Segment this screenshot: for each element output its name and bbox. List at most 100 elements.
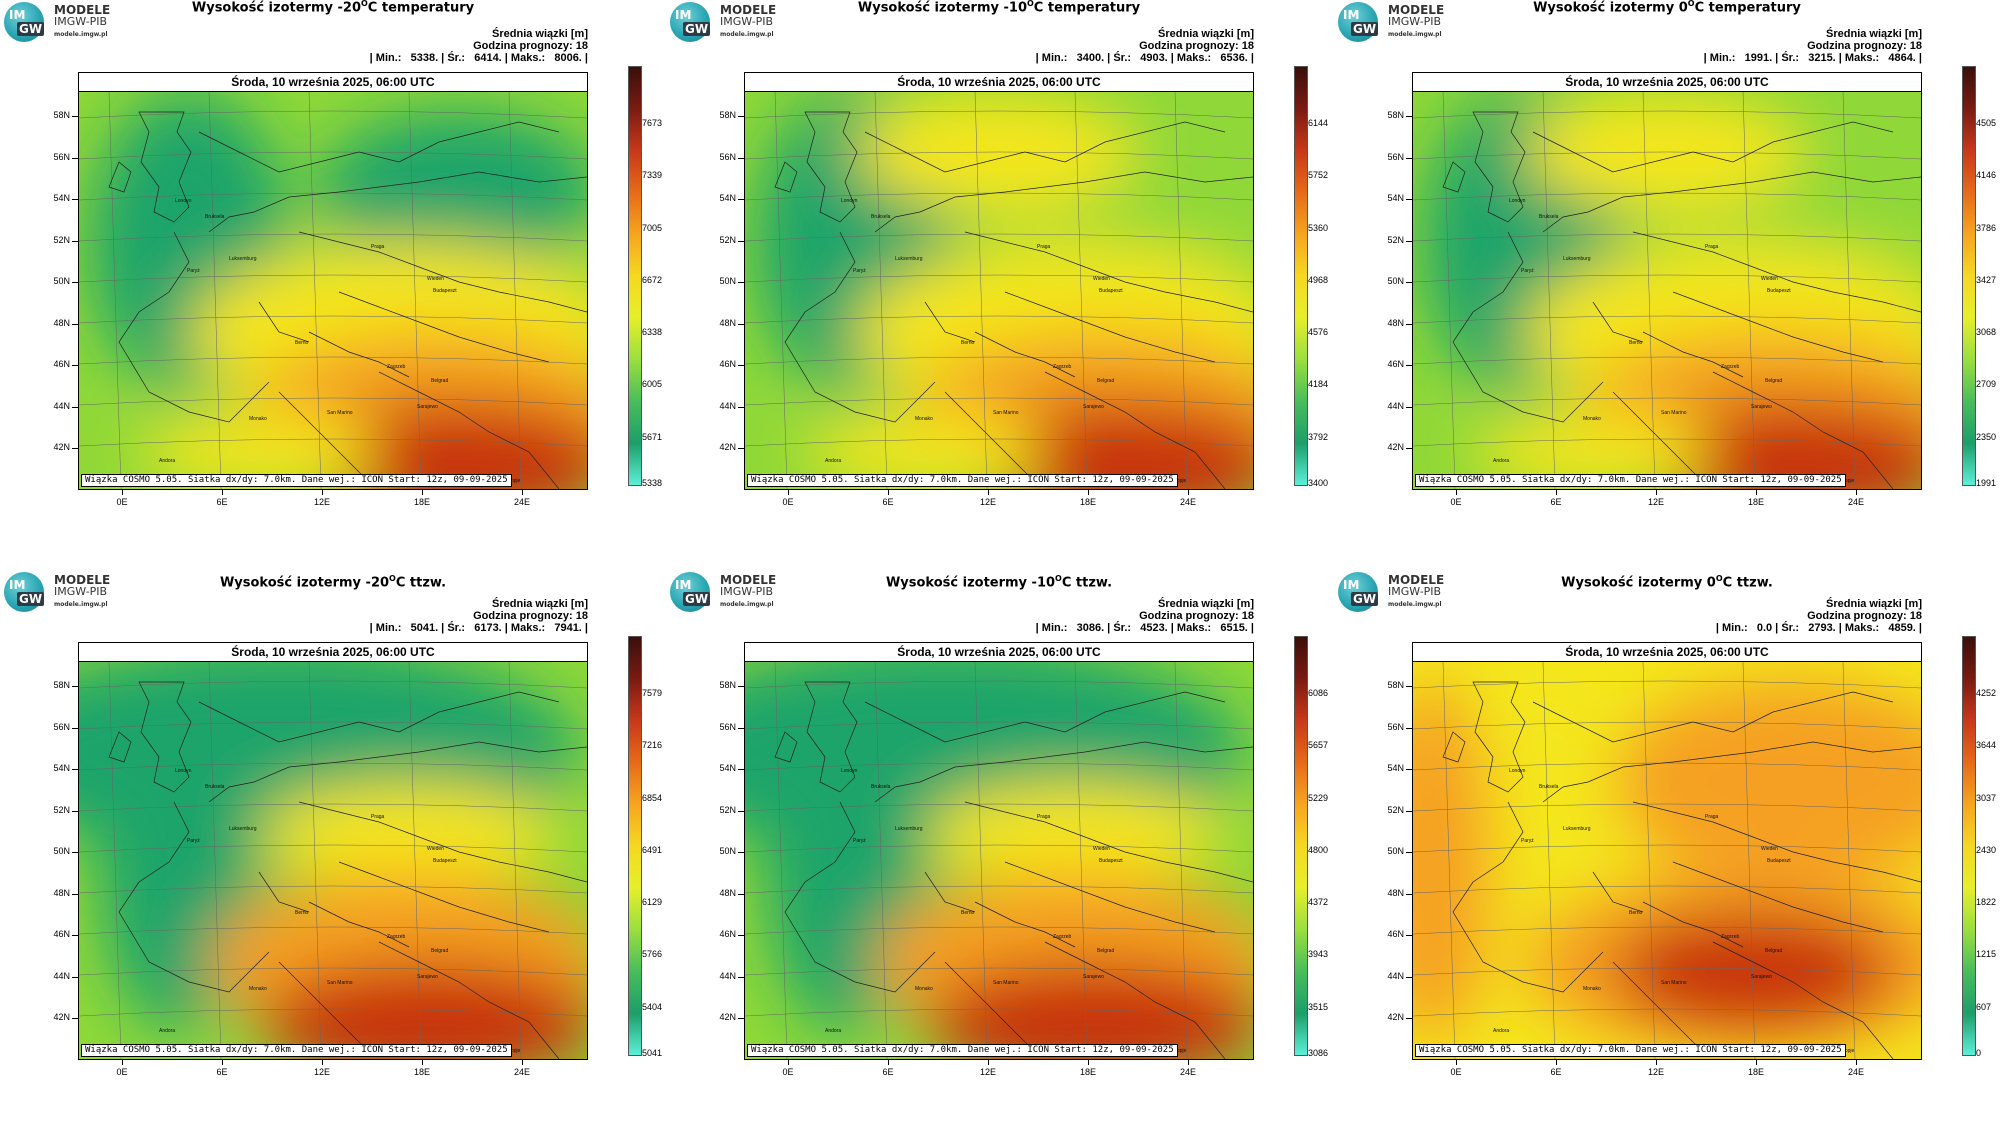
forecast-hour-label: Godzina prognozy: 18 [473, 40, 588, 52]
colorbar-tick-label: 2350 [1976, 431, 1997, 442]
city-label: Monako [249, 986, 267, 992]
brand-line-3: modele.imgw.pl [720, 601, 774, 608]
city-label: Skopje [1171, 478, 1187, 484]
colorbar-tick-label: 4576 [1308, 327, 1329, 338]
colorbar-tick-label: 1991 [1976, 478, 1997, 488]
city-label: San Marino [327, 410, 353, 416]
latitude-tick [738, 323, 744, 325]
latitude-gridline [1413, 438, 1921, 447]
map-area[interactable]: Londyn Bruksela Paryż Luksemburg Praga Wiedeń… [1413, 661, 1921, 1059]
longitude-gridline [508, 91, 522, 489]
border-line [774, 161, 798, 193]
border-line [258, 301, 310, 343]
latitude-gridline [1413, 151, 1921, 160]
colorbar-tick-label: 3943 [1308, 949, 1329, 960]
border-line [964, 231, 1253, 313]
stats-line: | Min.: 3400. | Śr.: 4903. | Maks.: 6536… [1035, 52, 1254, 64]
longitude-gridline [508, 661, 522, 1059]
latitude-gridline [1413, 721, 1921, 730]
latitude-tick [738, 365, 744, 366]
city-label: San Marino [1661, 410, 1687, 416]
panel-title-suffix: C ttzw. [395, 575, 447, 591]
border-line [118, 801, 270, 993]
colorbar [1294, 636, 1308, 1056]
degree-superscript: O [1026, 0, 1034, 8]
border-line [1672, 291, 1884, 363]
longitude-gridline [308, 661, 322, 1059]
latitude-gridline [79, 762, 587, 771]
longitude-tick [1456, 489, 1457, 495]
border-line [278, 391, 370, 483]
city-label: Andora [825, 1028, 841, 1034]
colorbar-tick-label: 5404 [642, 1001, 663, 1012]
latitude-label: 58N [1387, 680, 1404, 690]
map-area[interactable]: Londyn Bruksela Paryż Luksemburg Praga Wiedeń… [79, 91, 587, 489]
city-label: Bruksela [871, 784, 891, 790]
latitude-label: 44N [719, 400, 736, 411]
latitude-gridline [745, 192, 1253, 201]
city-label: San Marino [993, 410, 1019, 416]
city-label: Berno [1629, 910, 1643, 916]
logo-text-im: IM [675, 578, 692, 592]
border-line [198, 691, 560, 743]
map-area[interactable]: Londyn Bruksela Paryż Luksemburg Praga Wiedeń… [1413, 91, 1921, 489]
city-label: Belgrad [431, 378, 448, 384]
map-area[interactable]: Londyn Bruksela Paryż Luksemburg Praga Wiedeń… [745, 643, 1253, 1059]
city-label: Wiedeń [427, 276, 444, 282]
longitude-label: 6E [216, 1067, 228, 1077]
forecast-hour-label: Godzina prognozy: 18 [1807, 610, 1922, 622]
border-line [804, 111, 858, 223]
latitude-label: 42N [53, 442, 70, 452]
city-label: Londyn [841, 198, 858, 204]
latitude-label: 46N [719, 929, 736, 939]
latitude-tick [1406, 199, 1412, 200]
border-line [308, 901, 410, 948]
map-panel: IM GW MODELE IMGW-PIB modele.imgw.pl Wysokość… [1334, 570, 2000, 1130]
panel-stats: Średnia wiązki [m] Godzina prognozy: 18 | … [1036, 598, 1254, 634]
latitude-label: 54N [53, 763, 70, 773]
city-label: Bruksela [205, 214, 225, 220]
city-label: Sarajewo [417, 974, 438, 980]
city-label: Praga [1037, 814, 1051, 820]
city-label: Sarajewo [1083, 404, 1104, 410]
brand-line-2: IMGW-PIB [54, 585, 108, 598]
latitude-gridline [79, 967, 587, 976]
longitude-gridline [308, 91, 322, 489]
longitude-gridline [874, 661, 888, 1059]
latitude-label: 44N [719, 970, 736, 981]
latitude-tick [1406, 157, 1412, 159]
latitude-tick [738, 686, 744, 687]
latitude-gridline [745, 151, 1253, 160]
latitude-tick [72, 116, 78, 117]
panel-title: Wysokość izotermy -20OC ttzw. [0, 574, 666, 590]
city-label: Paryż [187, 838, 200, 844]
border-line [784, 231, 936, 423]
latitude-label: 44N [1387, 970, 1404, 981]
colorbar-tick-label: 6005 [642, 379, 663, 390]
city-label: Berno [295, 910, 309, 916]
map-area[interactable]: Londyn Bruksela Paryż Luksemburg Praga Wiedeń… [745, 91, 1253, 489]
longitude-gridline [974, 91, 988, 489]
city-label: Belgrad [1097, 948, 1114, 954]
map-area[interactable]: Londyn Bruksela Paryż Luksemburg Praga Wiedeń… [79, 643, 587, 1059]
latitude-label: 50N [719, 276, 736, 286]
city-label: Bruksela [871, 214, 891, 220]
logo-text-im: IM [9, 8, 26, 22]
colorbar-tick-label: 3792 [1308, 431, 1329, 442]
longitude-tick [322, 489, 323, 495]
border-line [1004, 291, 1216, 363]
border-line [1642, 331, 1744, 378]
border-line [1642, 901, 1744, 948]
logo-text-gw: GW [683, 22, 711, 36]
panel-title-prefix: Wysokość izotermy -20 [191, 0, 361, 16]
city-label: Zagrzeb [387, 934, 406, 940]
colorbar-tick-label: 6854 [642, 792, 663, 803]
degree-superscript: O [1055, 574, 1062, 583]
colorbar-tick-label: 7005 [642, 222, 663, 233]
colorbar-tick-label: 4184 [1308, 379, 1329, 390]
colorbar-tick-label: 1215 [1976, 949, 1997, 960]
city-label: Bruksela [205, 784, 225, 790]
latitude-label: 48N [1387, 887, 1404, 898]
longitude-gridline [1442, 661, 1456, 1059]
latitude-tick [72, 727, 78, 729]
